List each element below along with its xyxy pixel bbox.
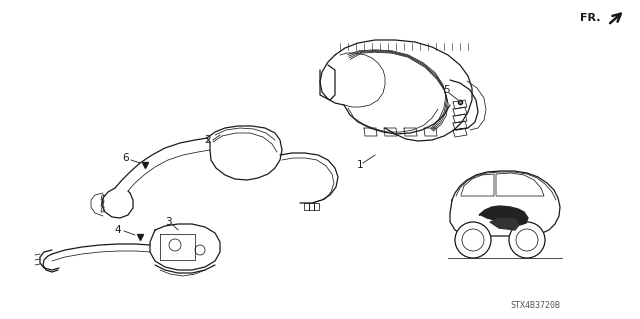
Text: FR.: FR. bbox=[580, 13, 600, 23]
Text: STX4B3720B: STX4B3720B bbox=[510, 300, 560, 309]
Polygon shape bbox=[479, 206, 528, 225]
Text: 2: 2 bbox=[205, 135, 211, 145]
Text: 3: 3 bbox=[164, 217, 172, 227]
Circle shape bbox=[455, 222, 491, 258]
Text: 4: 4 bbox=[115, 225, 122, 235]
Text: 1: 1 bbox=[356, 160, 364, 170]
Text: 6: 6 bbox=[123, 153, 129, 163]
Circle shape bbox=[509, 222, 545, 258]
Text: 5: 5 bbox=[443, 85, 449, 95]
Polygon shape bbox=[490, 218, 519, 230]
